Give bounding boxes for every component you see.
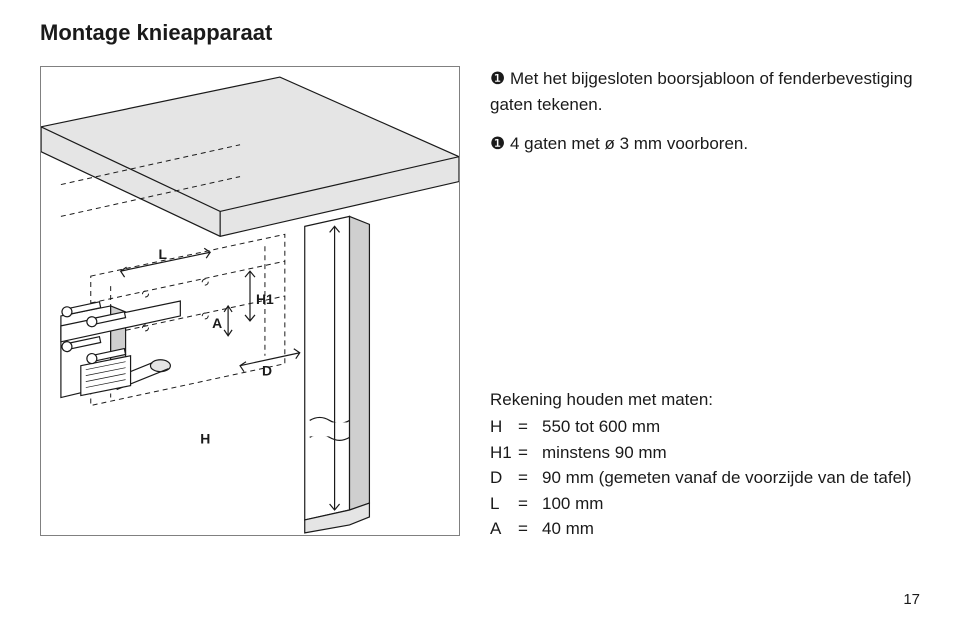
dim-row: D = 90 mm (gemeten vanaf de voorzijde va… [490, 465, 920, 491]
page-title: Montage knieapparaat [40, 20, 920, 46]
step-text: 4 gaten met ø 3 mm voorboren. [510, 134, 748, 153]
dim-label: A [490, 516, 518, 542]
dim-val: 90 mm (gemeten vanaf de voorzijde van de… [542, 465, 920, 491]
dim-row: L = 100 mm [490, 491, 920, 517]
dim-label: H1 [490, 440, 518, 466]
instructions-column: ❶ Met het bijgesloten boorsjabloon of fe… [490, 66, 920, 542]
dim-label-A: A [212, 315, 222, 331]
dim-val: 40 mm [542, 516, 920, 542]
dimensions-block: Rekening houden met maten: H = 550 tot 6… [490, 387, 920, 542]
dim-label: L [490, 491, 518, 517]
step-text: Met het bijgesloten boorsjabloon of fend… [490, 69, 913, 114]
dim-label: H [490, 414, 518, 440]
dim-row: H = 550 tot 600 mm [490, 414, 920, 440]
dim-val: 550 tot 600 mm [542, 414, 920, 440]
dim-label: D [490, 465, 518, 491]
dimensions-title: Rekening houden met maten: [490, 387, 920, 413]
assembly-illustration: L H1 A D H [41, 67, 459, 535]
dim-eq: = [518, 465, 542, 491]
step-bullet: ❶ [490, 66, 505, 92]
step-bullet: ❶ [490, 131, 505, 157]
dim-eq: = [518, 491, 542, 517]
dim-val: 100 mm [542, 491, 920, 517]
dim-label-L: L [158, 246, 167, 262]
dim-label-H: H [200, 430, 210, 446]
dim-label-D: D [262, 363, 272, 379]
diagram: L H1 A D H [40, 66, 460, 536]
step-2: ❶ 4 gaten met ø 3 mm voorboren. [490, 131, 920, 157]
dim-val: minstens 90 mm [542, 440, 920, 466]
dim-label-H1: H1 [256, 291, 274, 307]
step-1: ❶ Met het bijgesloten boorsjabloon of fe… [490, 66, 920, 117]
dim-eq: = [518, 414, 542, 440]
dim-eq: = [518, 516, 542, 542]
content-row: L H1 A D H ❶ Met het bijgesloten boorsja… [40, 66, 920, 542]
dim-eq: = [518, 440, 542, 466]
dim-row: A = 40 mm [490, 516, 920, 542]
page-number: 17 [903, 591, 920, 608]
dim-row: H1 = minstens 90 mm [490, 440, 920, 466]
